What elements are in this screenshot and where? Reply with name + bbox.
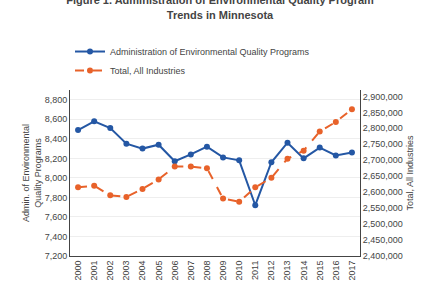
svg-text:Total, All Industries: Total, All Industries (405, 135, 415, 211)
svg-text:8,000: 8,000 (45, 173, 68, 183)
svg-text:2013: 2013 (282, 261, 292, 281)
svg-text:2015: 2015 (315, 261, 325, 281)
svg-text:2005: 2005 (154, 261, 164, 281)
svg-text:Figure 1. Administration of En: Figure 1. Administration of Environmenta… (66, 0, 374, 21)
svg-text:2011: 2011 (250, 261, 260, 280)
svg-text:2,500,000: 2,500,000 (363, 219, 403, 229)
svg-text:2,750,000: 2,750,000 (363, 139, 403, 149)
svg-text:2006: 2006 (170, 261, 180, 281)
svg-text:8,600: 8,600 (45, 114, 68, 124)
svg-text:7,200: 7,200 (45, 251, 68, 261)
svg-text:Admin. of EnvironmentalQuality: Admin. of EnvironmentalQuality Programs (21, 124, 43, 222)
svg-text:2001: 2001 (89, 261, 99, 281)
svg-text:2,650,000: 2,650,000 (363, 171, 403, 181)
svg-text:2002: 2002 (105, 261, 115, 281)
svg-text:7,600: 7,600 (45, 212, 68, 222)
svg-text:2,700,000: 2,700,000 (363, 155, 403, 165)
svg-text:2012: 2012 (266, 261, 276, 281)
svg-text:2017: 2017 (347, 261, 357, 281)
svg-text:2016: 2016 (331, 261, 341, 281)
svg-text:Administration of Environmenta: Administration of Environmental Quality … (110, 47, 310, 57)
svg-text:2,900,000: 2,900,000 (363, 92, 403, 102)
svg-text:7,400: 7,400 (45, 232, 68, 242)
svg-text:2007: 2007 (186, 261, 196, 281)
svg-text:8,800: 8,800 (45, 95, 68, 105)
svg-text:2014: 2014 (299, 261, 309, 281)
svg-text:2000: 2000 (73, 261, 83, 281)
svg-text:2008: 2008 (202, 261, 212, 281)
svg-text:8,200: 8,200 (45, 154, 68, 164)
svg-text:Total, All Industries: Total, All Industries (110, 66, 186, 76)
svg-text:2,550,000: 2,550,000 (363, 203, 403, 213)
svg-text:2,850,000: 2,850,000 (363, 108, 403, 118)
svg-text:2004: 2004 (137, 261, 147, 281)
svg-text:8,400: 8,400 (45, 134, 68, 144)
svg-text:2,800,000: 2,800,000 (363, 123, 403, 133)
svg-text:7,800: 7,800 (45, 193, 68, 203)
svg-text:2,400,000: 2,400,000 (363, 251, 403, 261)
svg-text:2,450,000: 2,450,000 (363, 235, 403, 245)
svg-text:2009: 2009 (218, 261, 228, 281)
svg-text:2003: 2003 (121, 261, 131, 281)
svg-text:2,600,000: 2,600,000 (363, 187, 403, 197)
svg-text:2010: 2010 (234, 261, 244, 281)
